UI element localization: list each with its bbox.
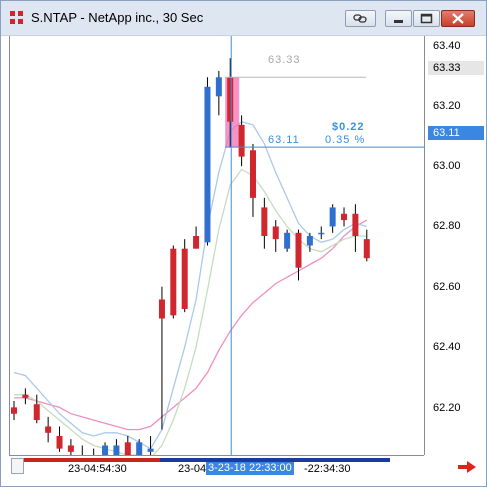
cursor-price-box: 63.11 — [428, 126, 484, 140]
candle-down — [33, 404, 40, 421]
price-tick: 63.00 — [433, 160, 461, 172]
minimize-button[interactable] — [385, 10, 412, 27]
candle-down — [363, 239, 370, 259]
price-tick: 62.80 — [433, 220, 461, 232]
candle-up — [318, 232, 325, 235]
candle-up — [306, 235, 313, 246]
time-label: -22:34:30 — [304, 463, 351, 475]
candle-down — [56, 435, 63, 449]
window-title: S.NTAP - NetApp inc., 30 Sec — [31, 10, 204, 25]
candle-up — [136, 442, 143, 455]
scroll-left-button[interactable] — [11, 458, 24, 474]
candle-down — [170, 248, 177, 316]
candle-down — [249, 150, 256, 198]
measure-delta-label: $0.22 — [332, 121, 365, 133]
candle-down — [181, 248, 188, 309]
moving-average-slow-line — [14, 219, 368, 431]
candle-down — [238, 124, 245, 157]
price-tick: 63.40 — [433, 40, 461, 52]
moving-average-mid-line — [14, 168, 367, 455]
candle-down — [295, 232, 302, 268]
maximize-icon — [420, 13, 433, 24]
measure-bottom-label: 63.11 — [268, 134, 300, 146]
scroll-track[interactable] — [24, 458, 390, 462]
candlestick-chart[interactable] — [10, 36, 424, 455]
price-tick: 63.20 — [433, 100, 461, 112]
candle-down — [272, 226, 279, 240]
title-bar[interactable]: S.NTAP - NetApp inc., 30 Sec — [1, 1, 486, 36]
candle-down — [11, 407, 17, 414]
close-button[interactable] — [441, 10, 475, 27]
time-cursor-label: 3-23-18 22:33:00 — [206, 462, 294, 475]
time-axis-bar: 23-04:54:30 23-04 3-23-18 22:33:00 -22:3… — [1, 456, 486, 486]
measure-top-label: 63.33 — [268, 54, 301, 66]
candle-up — [329, 207, 336, 227]
candle-down — [124, 442, 131, 455]
candle-down — [22, 394, 29, 398]
candle-up — [102, 445, 109, 455]
link-icon — [353, 14, 367, 23]
app-grid-icon — [10, 11, 24, 25]
candle-down — [193, 235, 200, 249]
candle-up — [147, 448, 154, 452]
price-tick: 62.60 — [433, 281, 461, 293]
measure-percent-label: 0.35 % — [325, 134, 366, 146]
price-axis[interactable]: 63.40 63.33 63.20 63.11 63.00 62.80 62.6… — [424, 36, 486, 455]
maximize-button[interactable] — [413, 10, 440, 27]
candle-down — [227, 77, 234, 122]
minimize-icon — [394, 20, 403, 23]
last-price-box: 63.33 — [428, 61, 484, 75]
candle-up — [113, 445, 120, 455]
scroll-track-highlight — [24, 458, 160, 462]
price-tick: 62.40 — [433, 341, 461, 353]
candle-down — [261, 207, 268, 236]
candle-down — [67, 445, 74, 452]
candle-up — [204, 86, 211, 243]
moving-average-fast-line — [13, 120, 367, 450]
candle-down — [352, 213, 359, 236]
candle-up — [215, 77, 222, 97]
link-button[interactable] — [345, 10, 376, 27]
scroll-right-arrow-icon[interactable] — [456, 460, 478, 474]
candle-up — [284, 232, 291, 249]
price-tick: 62.20 — [433, 402, 461, 414]
candle-down — [45, 426, 52, 433]
candle-down — [341, 213, 348, 221]
chart-plot-area[interactable]: 63.33 63.11 $0.22 0.35 % — [9, 36, 424, 456]
time-label: 23-04:54:30 — [68, 463, 127, 475]
candle-down — [158, 299, 165, 319]
close-icon — [452, 13, 464, 24]
time-label: 23-04 — [178, 463, 207, 475]
